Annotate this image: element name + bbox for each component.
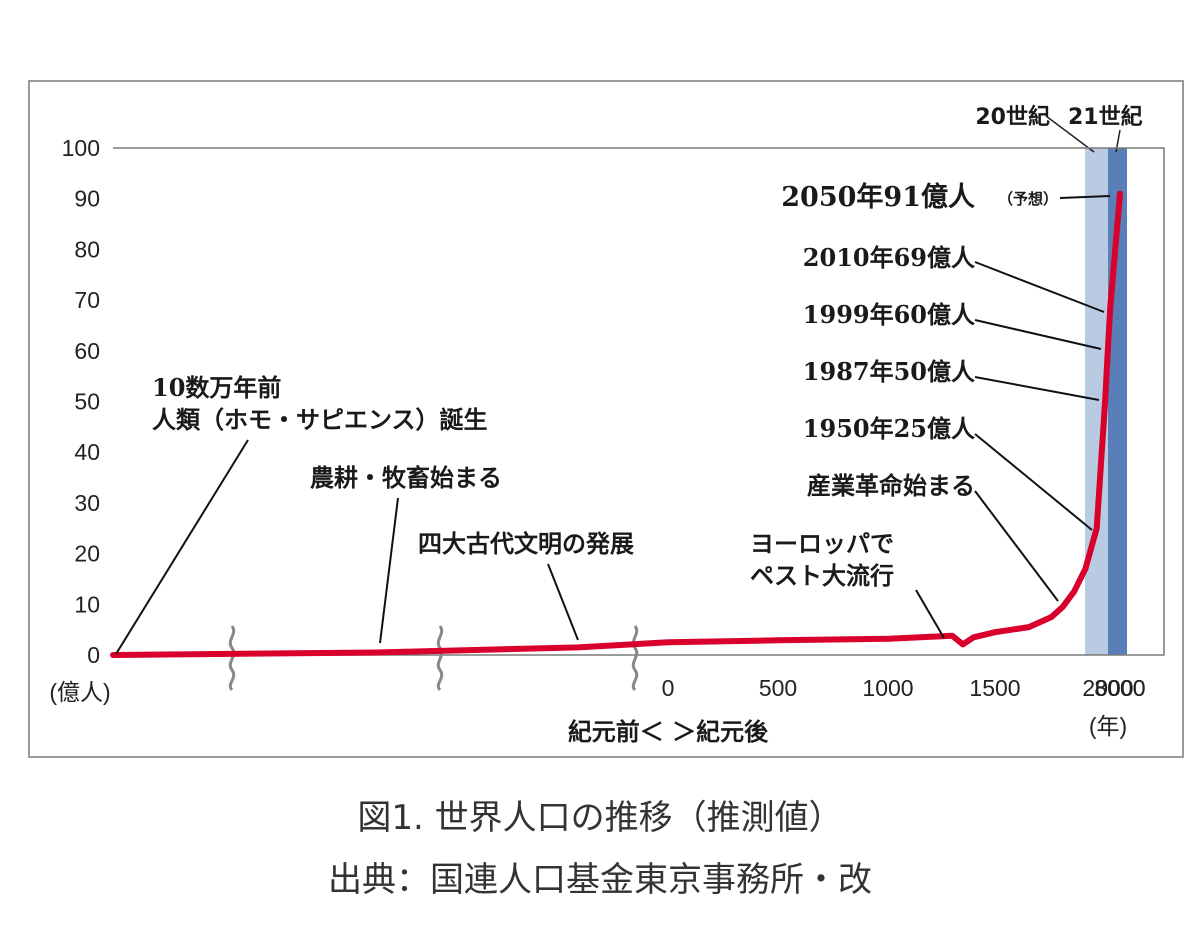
x-axis-label: 紀元前＜ ＞紀元後 xyxy=(568,718,769,746)
y-tick-label: 40 xyxy=(74,439,100,465)
population-line xyxy=(110,190,1123,658)
band-20th-leader xyxy=(1045,115,1095,153)
annotation-1950: 1950年25億人 xyxy=(803,414,975,443)
annotation-2050-note: （予想） xyxy=(998,190,1058,208)
annotation-human-line1: 10数万年前 xyxy=(152,373,281,402)
axis-break-mark xyxy=(631,625,639,692)
plot-border xyxy=(113,147,1165,656)
y-tick-label: 60 xyxy=(74,338,100,364)
y-tick-label: 20 xyxy=(74,541,100,567)
annotation-agriculture: 農耕・牧畜始まる xyxy=(310,463,502,492)
annotation-human-line2: 人類（ホモ・サピエンス）誕生 xyxy=(152,405,488,434)
x-tick-label: 3000 xyxy=(1094,675,1145,701)
annotation-agriculture-leader xyxy=(379,497,399,644)
y-tick-label: 50 xyxy=(74,389,100,415)
x-tick-label: 2000 xyxy=(1082,675,1133,701)
annotation-2010-leader xyxy=(974,261,1105,313)
x-tick-label: 1000 xyxy=(862,675,913,701)
annotation-civilizations-leader xyxy=(547,563,579,641)
annotation-2050: 2050年91億人 xyxy=(781,181,975,213)
x-tick-label: 500 xyxy=(759,675,797,701)
annotation-industrial-leader xyxy=(974,490,1059,602)
source-caption: 出典：国連人口基金東京事務所・改 xyxy=(328,860,872,900)
figure-caption: 図1. 世界人口の推移（推測値） xyxy=(357,798,843,838)
y-tick-label: 0 xyxy=(87,642,100,668)
annotation-plague-line2: ペスト大流行 xyxy=(750,561,894,590)
y-tick-label: 30 xyxy=(74,490,100,516)
annotation-industrial-revolution: 産業革命始まる xyxy=(807,471,975,500)
y-tick-label: 90 xyxy=(74,186,100,212)
y-tick-label: 10 xyxy=(74,591,100,617)
y-axis-unit: (億人) xyxy=(49,679,110,705)
x-axis-unit: (年) xyxy=(1089,713,1127,739)
y-tick-label: 100 xyxy=(62,135,100,161)
annotation-1999: 1999年60億人 xyxy=(803,300,975,329)
annotation-civilizations: 四大古代文明の発展 xyxy=(418,529,634,558)
annotation-plague-line1: ヨーロッパで xyxy=(750,529,894,558)
annotation-2010: 2010年69億人 xyxy=(803,243,975,272)
axis-break-mark xyxy=(436,625,444,692)
x-tick-label: 1500 xyxy=(969,675,1020,701)
annotation-1987-leader xyxy=(974,376,1100,401)
annotation-1987: 1987年50億人 xyxy=(803,357,975,386)
y-tick-label: 70 xyxy=(74,287,100,313)
annotation-1950-leader xyxy=(974,433,1093,531)
annotation-plague-leader xyxy=(915,589,945,639)
annotation-1999-leader xyxy=(974,319,1102,350)
annotation-2050-leader xyxy=(1059,195,1111,199)
population-chart: 20世紀 21世紀 0 10 20 30 40 50 60 70 80 90 100 (億人) 800030… xyxy=(49,104,1165,746)
x-tick-label: 8000 xyxy=(1094,675,1145,701)
axis-break-mark xyxy=(228,625,236,692)
band-21st-century-label: 21世紀 xyxy=(1068,104,1143,130)
y-tick-label: 80 xyxy=(74,236,100,262)
annotation-human-leader xyxy=(115,439,249,655)
x-tick-label: 0 xyxy=(662,675,675,701)
band-20th-century-label: 20世紀 xyxy=(975,104,1050,130)
